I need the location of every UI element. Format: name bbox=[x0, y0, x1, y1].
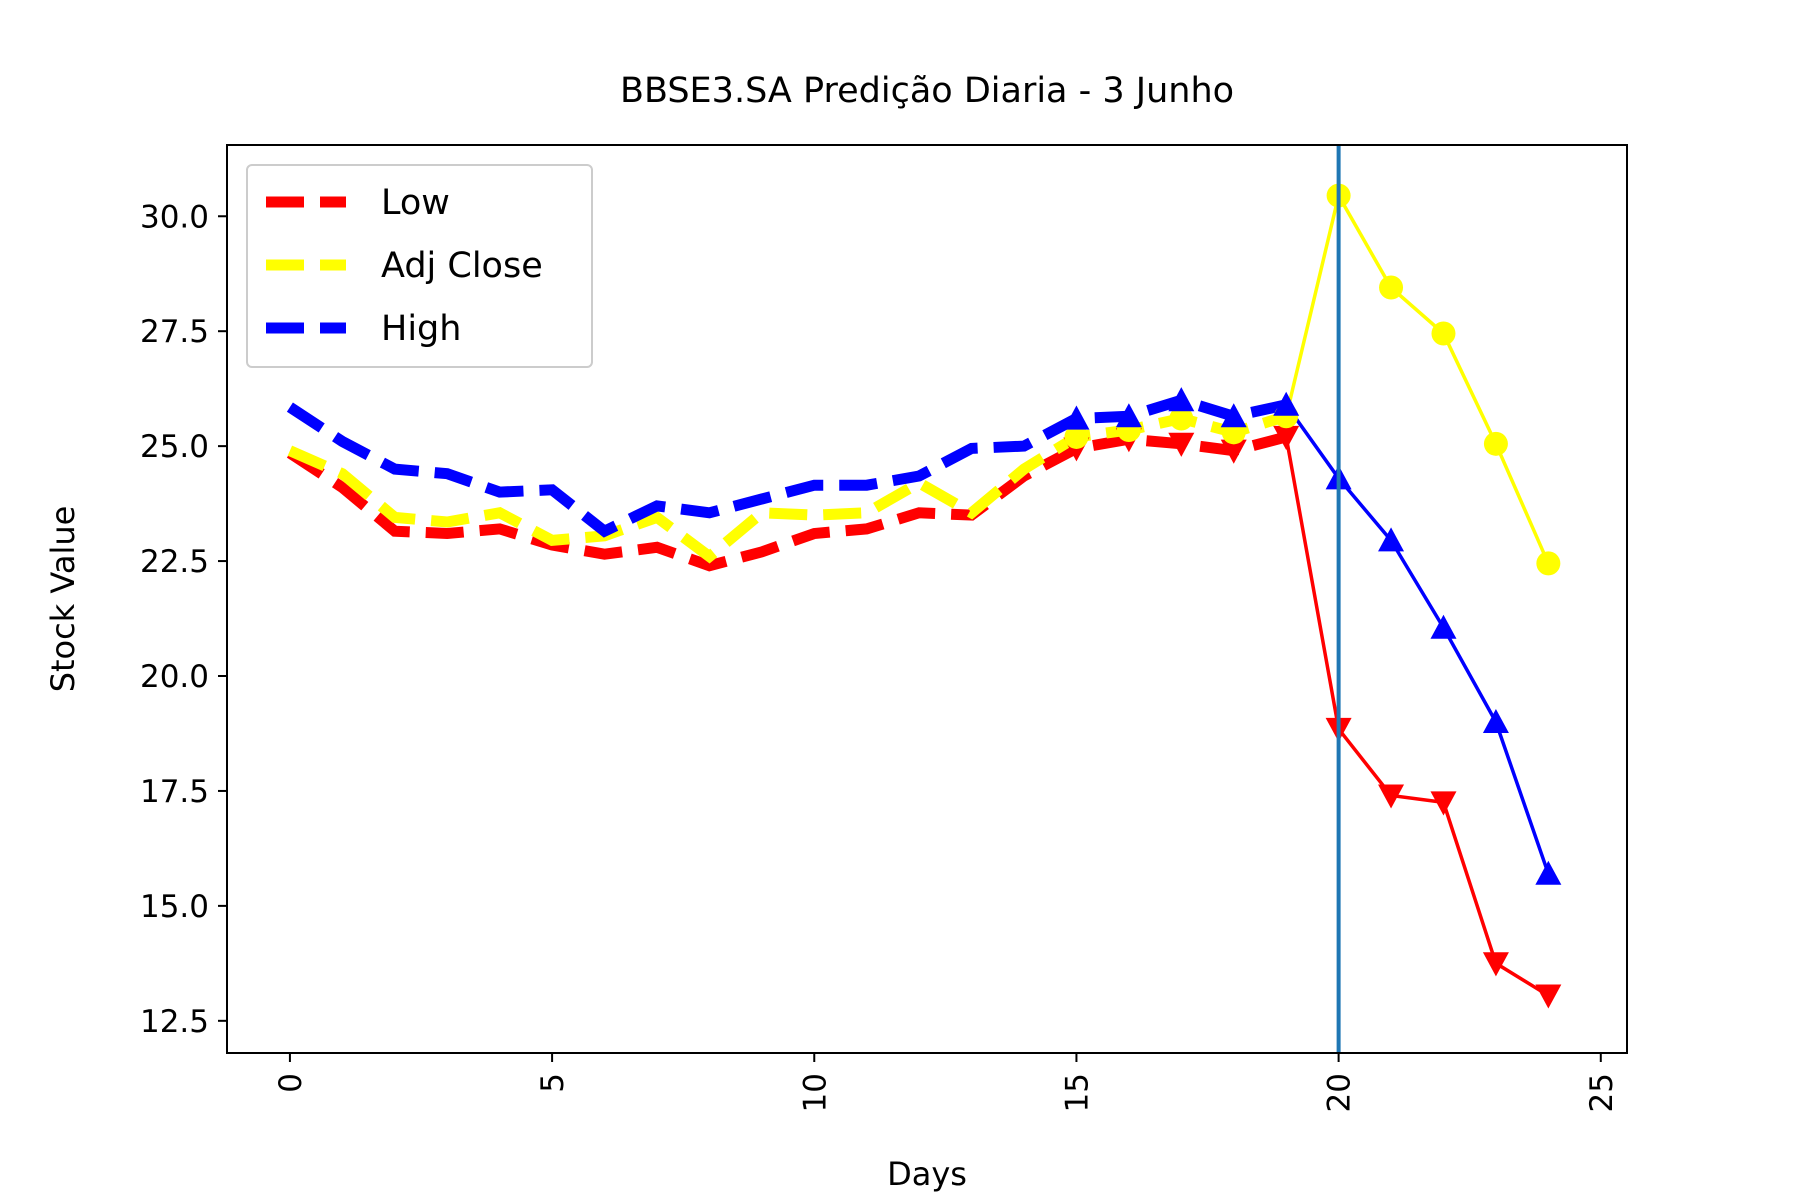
high-historical-point bbox=[1168, 387, 1195, 412]
adj-close-predicted-point bbox=[1536, 551, 1561, 576]
legend-label: High bbox=[381, 309, 461, 349]
series-layer bbox=[286, 183, 1562, 1009]
chart-title: BBSE3.SA Predição Diaria - 3 Junho bbox=[620, 71, 1234, 111]
x-tick-label: 10 bbox=[797, 1073, 833, 1112]
x-tick-label: 5 bbox=[535, 1073, 571, 1093]
low-predicted-point bbox=[1430, 791, 1457, 816]
y-tick-label: 27.5 bbox=[140, 314, 209, 350]
y-tick-label: 17.5 bbox=[140, 774, 209, 810]
high-predicted-line bbox=[1284, 403, 1550, 875]
low-predicted-point bbox=[1482, 952, 1509, 977]
y-axis: 12.5 15.0 17.5 20.0 22.5 25.0 27.5 30.0 bbox=[140, 199, 227, 1040]
adj-close-historical-point bbox=[1064, 424, 1089, 449]
legend-label: Low bbox=[381, 183, 450, 223]
y-tick-label: 25.0 bbox=[140, 429, 209, 465]
adj-close-predicted-point bbox=[1379, 275, 1404, 300]
y-tick-label: 15.0 bbox=[140, 889, 209, 925]
high-predicted-point bbox=[1378, 527, 1405, 552]
adj-close-predicted-line bbox=[1284, 190, 1550, 565]
high-predicted-point bbox=[1430, 614, 1457, 639]
x-tick-label: 25 bbox=[1584, 1073, 1620, 1112]
low-historical-point bbox=[1168, 432, 1195, 457]
high-historical-line bbox=[286, 394, 1288, 538]
low-predicted-point bbox=[1378, 784, 1405, 809]
x-tick-label: 0 bbox=[273, 1073, 309, 1093]
low-predicted-line bbox=[1284, 436, 1550, 997]
low-predicted-point bbox=[1535, 984, 1562, 1009]
adj-close-predicted-point bbox=[1483, 431, 1508, 456]
adj-close-historical-point bbox=[1169, 406, 1194, 431]
plot-frame bbox=[226, 144, 1628, 1054]
y-tick-label: 30.0 bbox=[140, 199, 209, 235]
adj-close-predicted-point bbox=[1431, 321, 1456, 346]
high-historical-point bbox=[1115, 403, 1142, 428]
legend: Low Adj Close High bbox=[246, 164, 593, 368]
y-tick-label: 22.5 bbox=[140, 544, 209, 580]
high-historical-point bbox=[1273, 391, 1300, 416]
y-axis-label: Stock Value bbox=[44, 506, 82, 693]
high-predicted-point bbox=[1535, 860, 1562, 885]
legend-label: Adj Close bbox=[381, 246, 543, 286]
x-tick-label: 15 bbox=[1059, 1073, 1095, 1112]
high-predicted-point bbox=[1482, 708, 1509, 734]
low-historical-line bbox=[286, 431, 1288, 572]
x-axis: 0 5 10 15 20 25 bbox=[273, 1053, 1620, 1112]
high-historical-point bbox=[1220, 403, 1247, 428]
legend-box bbox=[246, 164, 593, 368]
low-historical-point bbox=[1220, 439, 1247, 464]
y-tick-label: 12.5 bbox=[140, 1004, 209, 1040]
low-historical-point bbox=[1273, 425, 1300, 450]
x-tick-label: 20 bbox=[1322, 1073, 1358, 1112]
high-historical-point bbox=[1063, 405, 1090, 430]
y-tick-label: 20.0 bbox=[140, 659, 209, 695]
x-axis-label: Days bbox=[887, 1155, 967, 1193]
